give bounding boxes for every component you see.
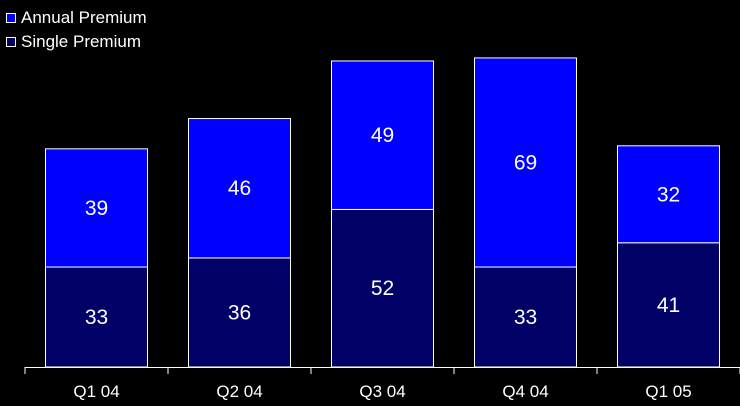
legend-swatch-single-premium	[6, 37, 16, 47]
data-label-annual-premium-q3-04: 49	[371, 124, 394, 147]
bars-group: 33 39 36 46 52 49 33 69 41 32	[45, 57, 720, 368]
legend-swatch-annual-premium	[6, 13, 16, 23]
x-axis: Q1 04 Q2 04 Q3 04 Q4 04 Q1 05	[24, 367, 740, 401]
data-label-single-premium-q1-04: 33	[85, 306, 108, 329]
legend-label-single-premium: Single Premium	[21, 32, 141, 51]
bar-single-premium-q1-04	[45, 266, 148, 368]
bar-annual-premium-q3-04	[331, 60, 434, 210]
data-label-annual-premium-q1-04: 39	[85, 197, 108, 220]
x-tick-label-q3-04: Q3 04	[359, 382, 405, 401]
data-label-single-premium-q1-05: 41	[657, 294, 680, 317]
data-label-single-premium-q4-04: 33	[514, 306, 537, 329]
bar-annual-premium-q1-04	[45, 148, 148, 268]
bar-single-premium-q3-04	[331, 208, 434, 368]
bar-annual-premium-q4-04	[474, 57, 577, 268]
x-tick-label-q4-04: Q4 04	[502, 382, 548, 401]
x-tick-label-q2-04: Q2 04	[216, 382, 262, 401]
legend-item-annual-premium: Annual Premium	[6, 6, 147, 30]
bar-annual-premium-q2-04	[188, 118, 291, 259]
x-tick-label-q1-04: Q1 04	[73, 382, 119, 401]
legend-label-annual-premium: Annual Premium	[21, 8, 147, 27]
legend: Annual Premium Single Premium	[6, 6, 147, 54]
legend-item-single-premium: Single Premium	[6, 30, 147, 54]
data-label-single-premium-q2-04: 36	[228, 301, 251, 324]
bar-annual-premium-q1-05	[617, 145, 720, 244]
data-label-annual-premium-q1-05: 32	[657, 183, 680, 206]
data-label-annual-premium-q4-04: 69	[514, 151, 537, 174]
data-label-annual-premium-q2-04: 46	[228, 177, 251, 200]
x-tick-label-q1-05: Q1 05	[645, 382, 691, 401]
data-label-single-premium-q3-04: 52	[371, 277, 394, 300]
